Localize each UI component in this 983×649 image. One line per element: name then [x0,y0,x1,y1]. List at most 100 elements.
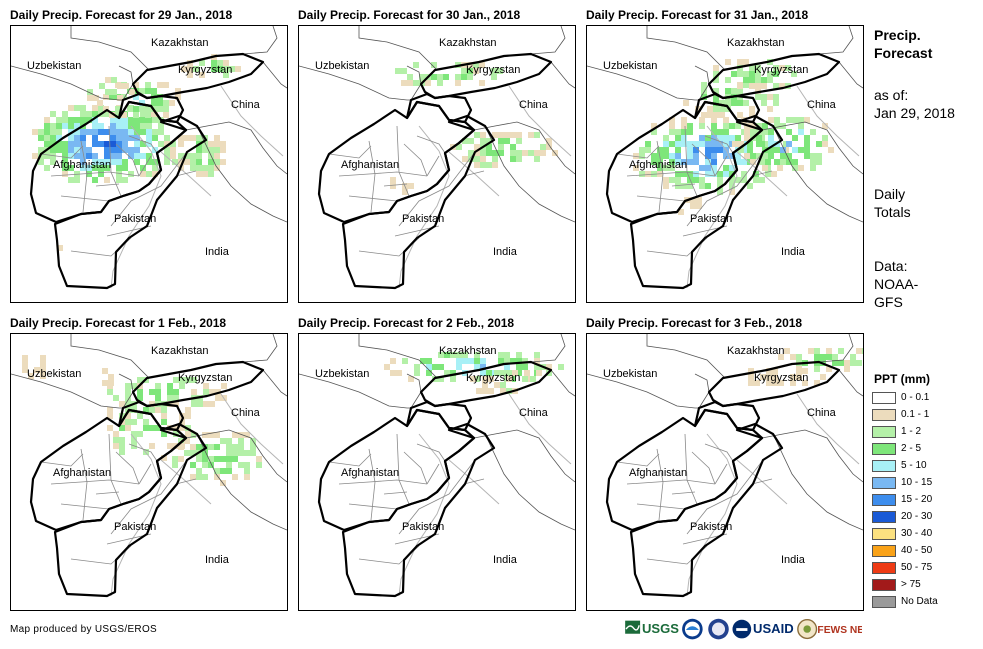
precip-cell [510,376,516,382]
precip-cell [772,374,778,380]
precip-cell [480,364,486,370]
precip-cell [749,83,755,89]
precip-cell [173,389,179,395]
province-boundary [671,491,696,495]
country-boundary [196,433,287,531]
precip-cell [750,159,756,165]
precip-cell [172,159,178,165]
precip-cell [184,159,190,165]
precip-cell [486,370,492,376]
precip-cell [705,141,711,147]
precip-cell [743,59,749,65]
precip-cell [87,95,93,101]
precip-cell [74,177,80,183]
precip-cell [774,117,780,123]
precip-cell [146,117,152,123]
precip-cell [413,80,419,86]
precip-cell [796,354,802,360]
precip-cell [104,165,110,171]
precip-cell [790,380,796,386]
precip-cell [80,159,86,165]
legend-item: > 75 [872,578,921,591]
precip-cell [111,89,117,95]
legend-swatch [872,527,896,540]
precip-cell [711,147,717,153]
precip-cell [681,159,687,165]
precip-cell [528,132,534,138]
legend-label: 0.1 - 1 [901,409,930,420]
precip-cell [137,395,143,401]
precip-cell [480,358,486,364]
precip-cell [717,147,723,153]
precip-cell [250,450,256,456]
precip-cells [384,352,564,394]
precip-cell [663,141,669,147]
precip-cell [152,117,158,123]
precip-cell [713,77,719,83]
precip-cell [211,66,217,72]
map-label-india: India [781,246,806,258]
precip-cell [651,159,657,165]
map-label-china: China [231,407,261,419]
precip-cell [729,153,735,159]
precip-cell [744,135,750,141]
precip-cell [139,88,145,94]
province-boundary [416,443,446,462]
precip-cell [687,183,693,189]
country-boundary [484,433,575,531]
precip-cell [767,94,773,100]
precip-cell [184,450,190,456]
precip-cell [62,165,68,171]
precip-cell [738,147,744,153]
precip-cell [681,129,687,135]
precip-cell [238,438,244,444]
map-label-uzbekistan: Uzbekistan [27,368,81,380]
precip-cell [786,153,792,159]
precip-cell [713,94,719,100]
precip-cell [711,129,717,135]
precip-cell [145,88,151,94]
precip-cell [125,383,131,389]
focus-country-boundary [693,92,761,124]
precip-cell [645,141,651,147]
precip-cell [22,367,28,373]
precip-cell [844,360,850,366]
precip-cell [190,462,196,468]
precip-cell [173,377,179,383]
precip-cell [717,189,723,195]
precip-cell [62,159,68,165]
precip-cell [214,468,220,474]
precip-cell [167,443,173,449]
precip-cell [822,135,828,141]
legend-swatch [872,459,896,472]
country-boundary [772,433,863,531]
precip-cell [131,419,137,425]
precip-cell [767,71,773,77]
legend-item: 0 - 0.1 [872,391,929,404]
precip-cell [530,376,536,382]
precip-cell [208,159,214,165]
precip-cell [516,138,522,144]
precip-cell [750,129,756,135]
precip-cell [675,177,681,183]
precip-cell [62,147,68,153]
precip-cell [669,129,675,135]
focus-country-boundary [341,422,496,598]
precip-cell [110,129,116,135]
precip-cell [474,132,480,138]
precip-cell [456,144,462,150]
precip-cell [143,419,149,425]
precip-cell [850,354,856,360]
precip-cell [687,141,693,147]
precip-cell [140,129,146,135]
precip-cell [735,177,741,183]
precip-cell [669,177,675,183]
precip-cell [131,437,137,443]
precip-cell [426,364,432,370]
precip-cell [785,65,791,71]
precip-cell [178,159,184,165]
precip-cell [56,147,62,153]
precip-cell [524,370,530,376]
precip-cell [687,153,693,159]
map-label-china: China [231,99,261,111]
